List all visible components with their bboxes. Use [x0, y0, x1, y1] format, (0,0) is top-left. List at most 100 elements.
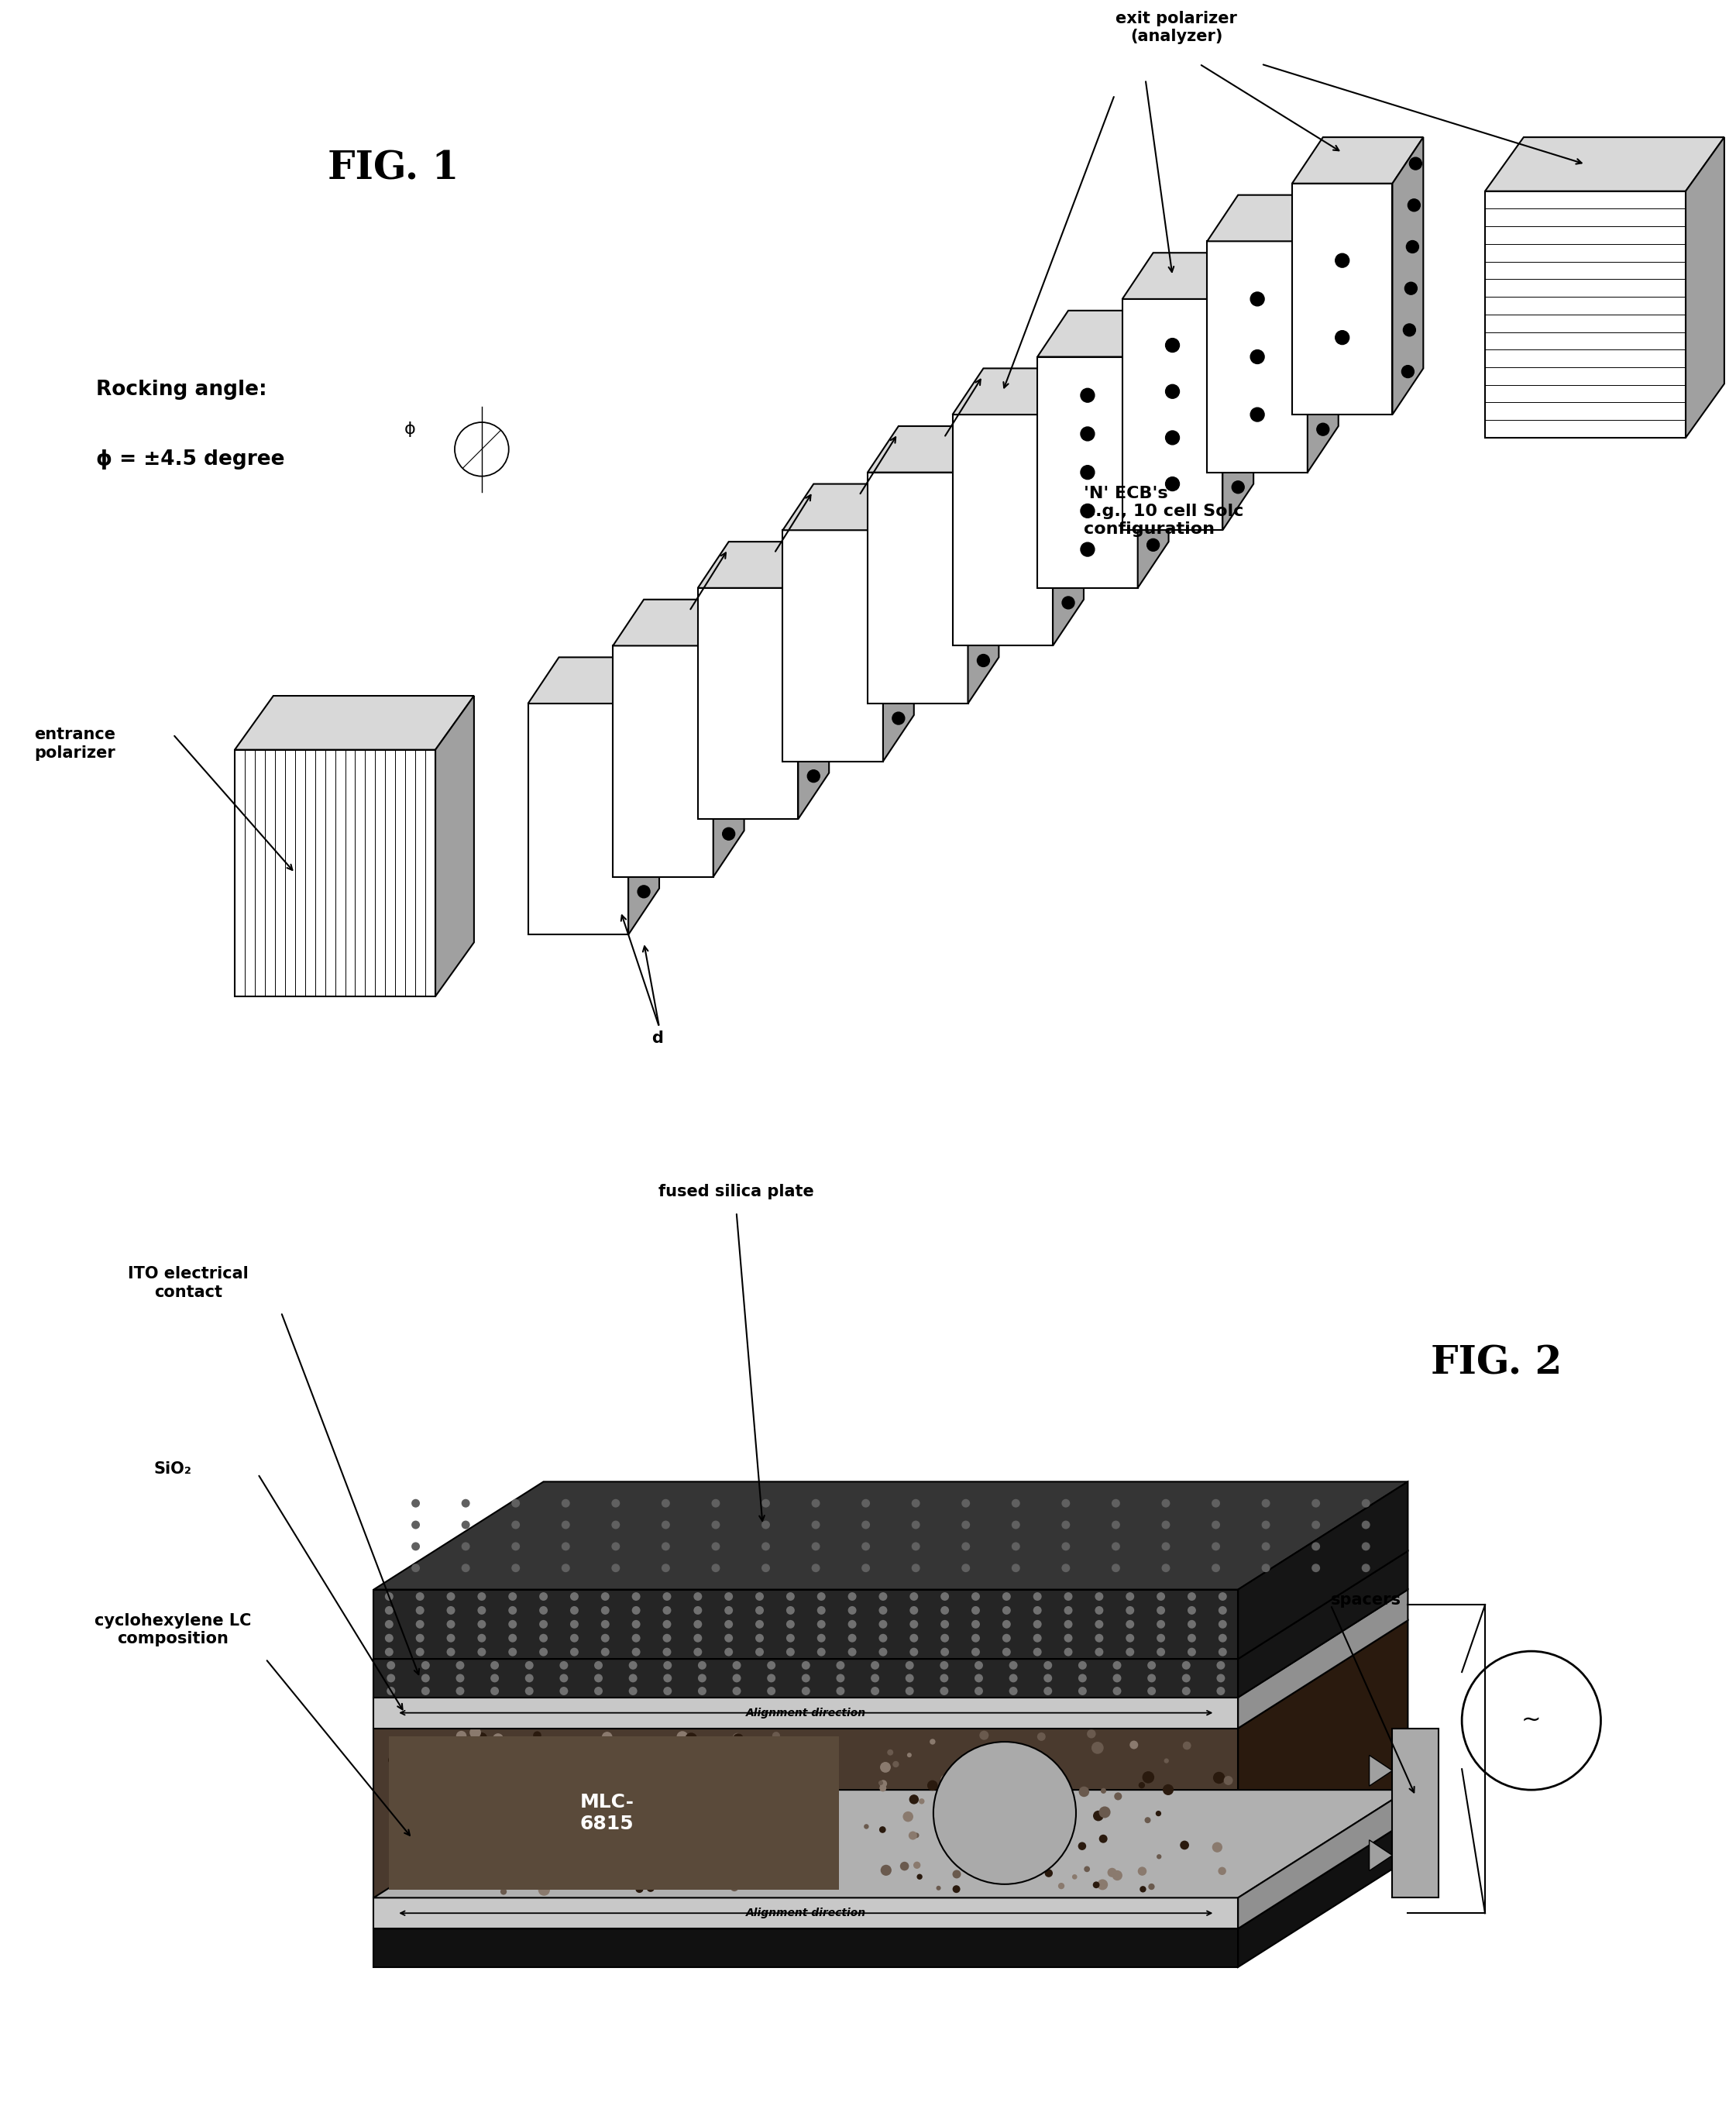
Circle shape [1094, 1810, 1104, 1820]
Circle shape [646, 1883, 654, 1892]
Circle shape [446, 1620, 455, 1628]
Circle shape [1002, 1607, 1010, 1615]
Circle shape [818, 1607, 826, 1615]
Circle shape [601, 1607, 609, 1615]
Circle shape [724, 1854, 733, 1862]
Circle shape [847, 1620, 856, 1628]
Circle shape [934, 1820, 944, 1831]
Circle shape [911, 1563, 920, 1571]
Circle shape [1111, 1563, 1120, 1571]
Text: MLC-
6815: MLC- 6815 [580, 1793, 634, 1833]
Polygon shape [953, 415, 1052, 645]
Circle shape [1147, 1675, 1156, 1683]
Circle shape [457, 1731, 467, 1742]
Text: spacers: spacers [1332, 1592, 1401, 1607]
Circle shape [698, 1662, 707, 1670]
Circle shape [446, 1607, 455, 1615]
Circle shape [569, 1607, 578, 1615]
Circle shape [790, 1780, 802, 1793]
Circle shape [755, 1647, 764, 1656]
Circle shape [941, 1774, 951, 1784]
Circle shape [455, 422, 509, 477]
Circle shape [1139, 1782, 1146, 1788]
Circle shape [755, 1620, 764, 1628]
Polygon shape [1292, 137, 1424, 183]
Circle shape [1099, 1807, 1111, 1818]
Circle shape [1061, 1542, 1069, 1550]
Circle shape [799, 1873, 804, 1877]
Circle shape [411, 1499, 420, 1508]
Polygon shape [613, 599, 745, 645]
Circle shape [1187, 1647, 1196, 1656]
Circle shape [1010, 1744, 1023, 1755]
Polygon shape [1292, 183, 1392, 415]
Circle shape [1219, 1647, 1227, 1656]
Circle shape [1361, 1499, 1370, 1508]
Circle shape [1234, 439, 1246, 451]
Circle shape [411, 1521, 420, 1529]
Circle shape [871, 1662, 878, 1670]
Circle shape [953, 1885, 960, 1894]
Circle shape [611, 1521, 620, 1529]
Polygon shape [1038, 310, 1168, 356]
Circle shape [1163, 1759, 1168, 1763]
Text: cyclohexylene LC
composition: cyclohexylene LC composition [95, 1613, 252, 1647]
Circle shape [698, 1675, 707, 1683]
Circle shape [1002, 1592, 1010, 1601]
Circle shape [448, 1850, 458, 1860]
Polygon shape [373, 1820, 1408, 1928]
Text: FIG. 2: FIG. 2 [1430, 1343, 1562, 1381]
Circle shape [663, 1607, 672, 1615]
Circle shape [457, 1675, 464, 1683]
Circle shape [1036, 1731, 1045, 1740]
Circle shape [462, 1563, 470, 1571]
Circle shape [663, 1675, 672, 1683]
Circle shape [448, 1799, 458, 1810]
Circle shape [1061, 1563, 1069, 1571]
Circle shape [569, 1647, 578, 1656]
Circle shape [1262, 1521, 1271, 1529]
Circle shape [575, 1803, 583, 1812]
Circle shape [632, 1592, 641, 1601]
Circle shape [1161, 1542, 1170, 1550]
Circle shape [755, 1607, 764, 1615]
Circle shape [1137, 1866, 1147, 1875]
Circle shape [731, 1883, 738, 1892]
Circle shape [691, 1755, 701, 1765]
Circle shape [972, 1647, 979, 1656]
Circle shape [1180, 1841, 1189, 1850]
Circle shape [1113, 1675, 1121, 1683]
Circle shape [509, 1620, 517, 1628]
Polygon shape [783, 483, 913, 529]
Text: Rocking angle:: Rocking angle: [95, 380, 267, 401]
Text: ϕ = ±4.5 degree: ϕ = ±4.5 degree [95, 449, 285, 470]
Circle shape [387, 1687, 396, 1696]
Circle shape [733, 1687, 741, 1696]
Circle shape [1147, 1687, 1156, 1696]
Circle shape [1099, 1835, 1108, 1843]
Polygon shape [1392, 1727, 1439, 1898]
Circle shape [878, 1592, 887, 1601]
Circle shape [500, 1888, 507, 1894]
Circle shape [1163, 1784, 1174, 1795]
Circle shape [726, 744, 738, 757]
Polygon shape [1137, 310, 1168, 588]
Text: ITO electrical
contact: ITO electrical contact [128, 1265, 248, 1299]
Circle shape [491, 1845, 498, 1852]
Circle shape [1125, 1592, 1134, 1601]
Circle shape [1045, 1801, 1054, 1810]
Circle shape [1061, 1521, 1069, 1529]
Circle shape [632, 1634, 641, 1643]
Circle shape [847, 1592, 856, 1601]
Circle shape [786, 1647, 795, 1656]
Circle shape [788, 1810, 800, 1820]
Circle shape [594, 1687, 602, 1696]
Circle shape [703, 1772, 712, 1780]
Circle shape [1312, 1563, 1319, 1571]
Polygon shape [373, 1727, 1238, 1898]
Circle shape [1233, 481, 1245, 494]
Circle shape [446, 1647, 455, 1656]
Circle shape [677, 1731, 687, 1742]
Circle shape [628, 1687, 637, 1696]
Circle shape [507, 1778, 517, 1788]
